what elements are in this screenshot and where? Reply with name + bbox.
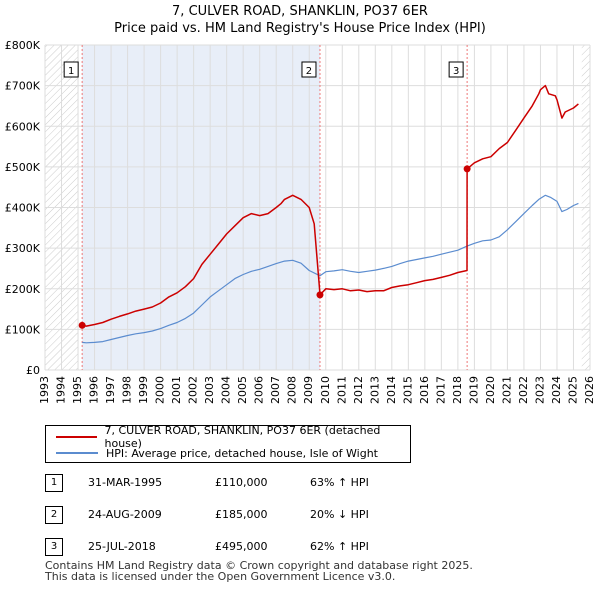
property-price-line bbox=[82, 84, 579, 327]
x-tick-label: 2008 bbox=[286, 376, 299, 404]
y-tick-label: £500K bbox=[5, 161, 41, 174]
x-tick-label: 2020 bbox=[484, 376, 497, 404]
price-chart: 1 2 3 £0 £100K £200K £300K £400K £500K £600K £700… bbox=[5, 39, 596, 404]
legend: 7, CULVER ROAD, SHANKLIN, PO37 6ER (deta… bbox=[45, 424, 411, 463]
sale-label: 2 bbox=[301, 61, 317, 78]
x-tick-label: 2001 bbox=[170, 376, 183, 404]
legend-item-hpi: HPI: Average price, detached house, Isle… bbox=[56, 445, 378, 461]
sale-hpi-diff: 20% ↓ HPI bbox=[310, 508, 369, 521]
x-tick-label: 2004 bbox=[220, 376, 233, 404]
x-tick-label: 2017 bbox=[434, 376, 447, 404]
footer-attribution: Contains HM Land Registry data © Crown c… bbox=[45, 560, 473, 582]
sale-date: 25-JUL-2018 bbox=[88, 540, 156, 553]
grid-lines bbox=[44, 44, 591, 371]
sale-price: £110,000 bbox=[215, 476, 268, 489]
y-tick-label: £800K bbox=[5, 39, 41, 52]
x-tick-label: 2009 bbox=[302, 376, 315, 404]
sale-label-box bbox=[301, 61, 317, 78]
x-tick-label: 2002 bbox=[187, 376, 200, 404]
y-tick-label: £600K bbox=[5, 120, 41, 133]
sale-number-badge: 3 bbox=[45, 538, 63, 556]
sale-number-badge: 1 bbox=[45, 474, 63, 492]
sale-point bbox=[463, 165, 471, 173]
sale-row: 3 25-JUL-2018 £495,000 62% ↑ HPI bbox=[45, 538, 445, 556]
x-tick-label: 2006 bbox=[253, 376, 266, 404]
x-tick-label: 1993 bbox=[38, 376, 51, 404]
sale-price: £495,000 bbox=[215, 540, 268, 553]
y-tick-label: £700K bbox=[5, 80, 41, 93]
legend-label-hpi: HPI: Average price, detached house, Isle… bbox=[106, 446, 378, 460]
sale-point bbox=[78, 321, 86, 329]
sale-number-labels: 1 2 3 bbox=[63, 61, 464, 78]
x-tick-label: 2022 bbox=[517, 376, 530, 404]
y-tick-label: £200K bbox=[5, 283, 41, 296]
x-tick-label: 2015 bbox=[401, 376, 414, 404]
sale-label: 1 bbox=[63, 61, 79, 78]
sale-row: 2 24-AUG-2009 £185,000 20% ↓ HPI bbox=[45, 506, 445, 524]
sale-number-badge: 2 bbox=[45, 506, 63, 524]
x-tick-label: 1995 bbox=[71, 376, 84, 404]
series-lines bbox=[82, 84, 579, 344]
sale-hpi-diff: 63% ↑ HPI bbox=[310, 476, 369, 489]
x-tick-label: 2025 bbox=[566, 376, 579, 404]
x-tick-label: 2011 bbox=[335, 376, 348, 404]
legend-label-property: 7, CULVER ROAD, SHANKLIN, PO37 6ER (deta… bbox=[104, 424, 381, 450]
hpi-line bbox=[82, 194, 579, 344]
x-tick-label: 2014 bbox=[385, 376, 398, 404]
legend-swatch-hpi bbox=[56, 452, 98, 454]
chart-title-line2: Price paid vs. HM Land Registry's House … bbox=[114, 21, 486, 36]
y-tick-label: £400K bbox=[5, 202, 41, 215]
sale-price: £185,000 bbox=[215, 508, 268, 521]
x-tick-label: 2003 bbox=[203, 376, 216, 404]
y-tick-label: £300K bbox=[5, 242, 41, 255]
axes: £0 £100K £200K £300K £400K £500K £600K £700K £80… bbox=[5, 39, 596, 404]
sale-row: 1 31-MAR-1995 £110,000 63% ↑ HPI bbox=[45, 474, 445, 492]
x-tick-label: 2019 bbox=[467, 376, 480, 404]
x-tick-label: 1994 bbox=[55, 376, 68, 404]
sale-label: 3 bbox=[448, 61, 464, 78]
sale-label-box bbox=[63, 61, 79, 78]
x-tick-label: 2007 bbox=[269, 376, 282, 404]
legend-swatch-property bbox=[56, 436, 97, 438]
sale-label-text: 3 bbox=[453, 66, 459, 77]
x-tick-label: 2000 bbox=[154, 376, 167, 404]
x-tick-label: 2010 bbox=[319, 376, 332, 404]
sale-date: 31-MAR-1995 bbox=[88, 476, 163, 489]
x-tick-label: 2018 bbox=[451, 376, 464, 404]
x-tick-label: 1996 bbox=[88, 376, 101, 404]
x-tick-label: 2024 bbox=[550, 376, 563, 404]
x-tick-label: 2016 bbox=[418, 376, 431, 404]
x-tick-label: 2012 bbox=[352, 376, 365, 404]
chart-title-line1: 7, CULVER ROAD, SHANKLIN, PO37 6ER bbox=[172, 4, 428, 19]
sale-point bbox=[316, 291, 324, 299]
sale-markers bbox=[78, 165, 471, 329]
x-tick-label: 2023 bbox=[533, 376, 546, 404]
footer-line1: Contains HM Land Registry data © Crown c… bbox=[45, 559, 473, 572]
footer-line2: This data is licensed under the Open Gov… bbox=[45, 570, 396, 583]
x-tick-label: 1999 bbox=[137, 376, 150, 404]
sale-label-text: 1 bbox=[68, 66, 74, 77]
y-tick-label: £100K bbox=[5, 323, 41, 336]
x-tick-label: 1997 bbox=[104, 376, 117, 404]
legend-item-property: 7, CULVER ROAD, SHANKLIN, PO37 6ER (deta… bbox=[56, 424, 410, 450]
sale-label-box bbox=[448, 61, 464, 78]
y-tick-label: £0 bbox=[26, 364, 40, 377]
x-tick-label: 1998 bbox=[121, 376, 134, 404]
sale-hpi-diff: 62% ↑ HPI bbox=[310, 540, 369, 553]
chart-title: 7, CULVER ROAD, SHANKLIN, PO37 6ER Price… bbox=[0, 3, 600, 37]
x-tick-label: 2026 bbox=[583, 376, 596, 404]
x-tick-label: 2013 bbox=[368, 376, 381, 404]
x-tick-label: 2021 bbox=[500, 376, 513, 404]
sale-date: 24-AUG-2009 bbox=[88, 508, 162, 521]
sale-label-text: 2 bbox=[306, 66, 312, 77]
x-tick-label: 2005 bbox=[236, 376, 249, 404]
